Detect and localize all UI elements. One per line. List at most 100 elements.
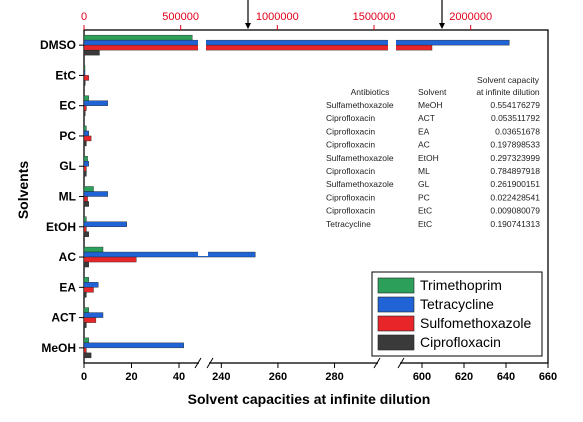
table-cell-capacity: 0.03651678 [495, 126, 540, 136]
bar-meoh-tetracycline [83, 342, 184, 349]
bottom-tick-label: 0 [81, 371, 87, 383]
bar-ml-trimethoprim [83, 186, 94, 192]
y-tick-label: PC [59, 129, 76, 143]
table-cell-capacity: 0.784897918 [490, 166, 540, 176]
table-cell-solvent: GL [418, 179, 430, 189]
bottom-tick-label: 600 [413, 371, 431, 383]
legend-label-sulfomethoxazole: Sulfomethoxazole [420, 315, 532, 331]
bottom-tick-label: 660 [539, 371, 557, 383]
bottom-tick-label: 40 [173, 371, 185, 383]
y-tick-label: AC [59, 250, 77, 264]
table-header-solvent: Solvent [418, 87, 447, 97]
table-cell-antibiotic: Ciprofloxacin [326, 206, 375, 216]
capacity-table: Antibiotics Solvent Solvent capacity at inf… [326, 75, 540, 229]
bar-meoh-trimethoprim [83, 337, 89, 344]
legend-swatch-sulfomethoxazole [377, 315, 415, 332]
legend-swatch-tetracycline [377, 296, 415, 313]
bar-dmso-ciprofloxacin [83, 49, 100, 56]
bar-ea-trimethoprim [83, 277, 89, 283]
bar-dmso-tetracycline [83, 39, 510, 46]
bar-gl-tetracycline [83, 161, 89, 167]
bar-ac-sulfomethoxazole [83, 256, 137, 263]
table-cell-capacity: 0.197898533 [490, 140, 540, 150]
bar-pc-ciprofloxacin [83, 140, 87, 147]
bar-ec-tetracycline [83, 100, 108, 106]
bottom-tick-label: 240 [212, 371, 230, 383]
table-cell-solvent: EA [418, 126, 430, 136]
bar-ml-tetracycline [83, 191, 108, 197]
bar-act-sulfomethoxazole [83, 317, 97, 323]
table-cell-solvent: EtC [418, 206, 432, 216]
table-cell-solvent: MeOH [418, 100, 443, 110]
bottom-tick-label: 640 [497, 371, 515, 383]
table-cell-capacity: 0.261900151 [490, 179, 540, 189]
dmso-bar-cut-1 [388, 35, 396, 56]
table-cell-solvent: ML [418, 166, 430, 176]
table-header-antibiotics: Antibiotics [351, 87, 390, 97]
table-cell-capacity: 0.190741313 [490, 219, 540, 229]
bar-ml-sulfomethoxazole [83, 196, 88, 202]
y-tick-label: EtC [55, 68, 76, 82]
bar-gl-sulfomethoxazole [83, 166, 87, 172]
y-axis-title: Solvents [15, 161, 31, 220]
y-tick-label: MeOH [41, 341, 76, 355]
y-tick-label: ACT [51, 311, 76, 325]
bottom-tick-label: 280 [325, 371, 343, 383]
bar-etoh-ciprofloxacin [83, 231, 89, 237]
top-tick-label: 0 [81, 11, 87, 23]
bar-etoh-tetracycline [83, 221, 127, 227]
y-axis: DMSO EtC EC PC GL ML EtOH AC EA ACT MeOH [40, 38, 84, 355]
bar-gl-trimethoprim [83, 156, 88, 162]
table-cell-antibiotic: Ciprofloxacin [326, 113, 375, 123]
legend-label-trimethoprim: Trimethoprim [420, 277, 502, 293]
table-cell-solvent: EtC [418, 219, 432, 229]
break-mark-0a [194, 357, 202, 369]
y-tick-label: EC [59, 99, 76, 113]
bar-etc-sulfomethoxazole [83, 75, 89, 81]
table-cell-antibiotic: Ciprofloxacin [326, 166, 375, 176]
y-tick-label: GL [59, 159, 76, 173]
bar-ec-trimethoprim [83, 95, 89, 101]
break-gap-1 [378, 359, 400, 367]
bar-etc-ciprofloxacin [83, 80, 86, 86]
bar-act-trimethoprim [83, 307, 89, 313]
top-arrow-head-0 [245, 23, 251, 29]
y-tick-label: EtOH [46, 220, 76, 234]
legend: Trimethoprim Tetracycline Sulfomethoxazole… [371, 271, 543, 357]
table-cell-antibiotic: Ciprofloxacin [326, 126, 375, 136]
bar-ea-tetracycline [83, 282, 99, 288]
table-header-capacity-line2: at infinite dilution [476, 87, 540, 97]
break-mark-0b [206, 357, 214, 369]
bars [83, 34, 510, 359]
legend-label-tetracycline: Tetracycline [420, 296, 494, 312]
bar-gl-ciprofloxacin [83, 171, 87, 177]
y-tick-label: EA [59, 280, 76, 294]
table-cell-capacity: 0.009080079 [490, 206, 540, 216]
legend-swatch-ciprofloxacin [377, 334, 415, 351]
bar-act-ciprofloxacin [83, 322, 87, 328]
bar-ml-ciprofloxacin [83, 201, 89, 207]
bar-etoh-sulfomethoxazole [83, 226, 87, 232]
top-tick-label: 500000 [162, 11, 199, 23]
legend-swatch-trimethoprim [377, 277, 415, 294]
axis-breaks [194, 35, 405, 369]
top-tick-label: 2000000 [449, 11, 492, 23]
ac-bar-cut [198, 247, 208, 257]
bar-ac-tetracycline [83, 251, 256, 258]
table-cell-capacity: 0.554176279 [490, 100, 540, 110]
table-cell-solvent: PC [418, 192, 430, 202]
table-cell-solvent: AC [418, 140, 430, 150]
table-cell-antibiotic: Sulfamethoxazole [326, 179, 394, 189]
table-cell-antibiotic: Ciprofloxacin [326, 140, 375, 150]
table-cell-capacity: 0.053511792 [491, 113, 540, 123]
x-axis-title: Solvent capacities at infinite dilution [188, 391, 431, 407]
table-header-capacity-line1: Solvent capacity [477, 75, 540, 85]
bar-ec-ciprofloxacin [83, 110, 86, 116]
bottom-tick-label: 20 [125, 371, 137, 383]
top-axis: 0 500000 1000000 1500000 2000000 [81, 0, 492, 30]
bar-etc-tetracycline [83, 70, 86, 76]
dmso-bar-cut-0 [198, 35, 206, 56]
bar-meoh-ciprofloxacin [83, 352, 92, 359]
legend-label-ciprofloxacin: Ciprofloxacin [420, 334, 501, 350]
